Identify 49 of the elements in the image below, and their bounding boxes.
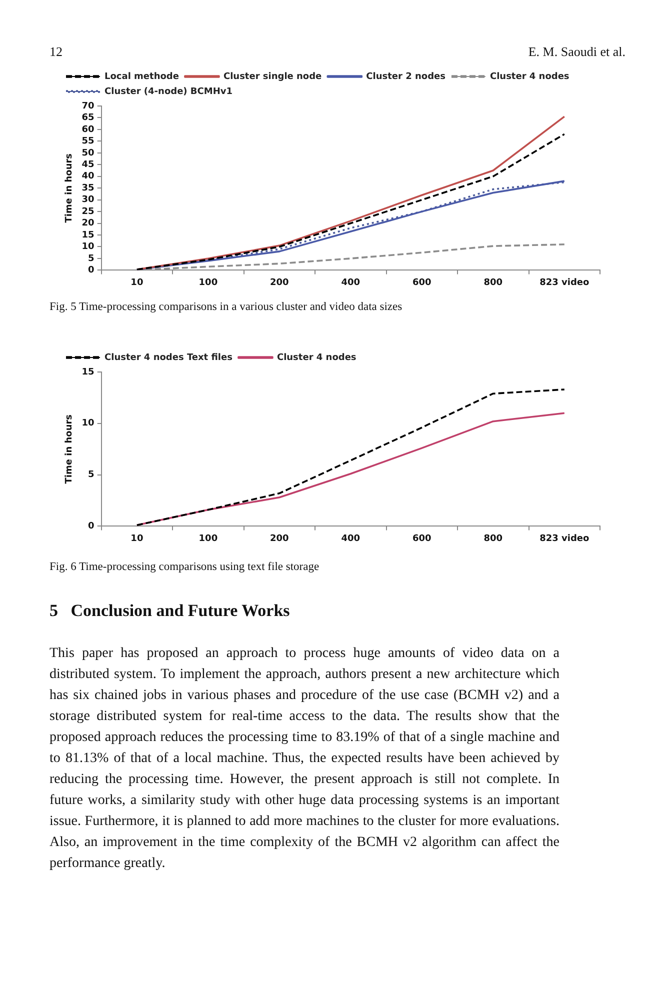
legend-label: Local methode [104, 72, 178, 82]
text: 5 Conclusion and Future Works [50, 601, 291, 621]
y-tick-label: 10 [81, 418, 94, 429]
y-tick-label: 0 [88, 266, 94, 276]
x-tick-label: 400 [340, 278, 360, 288]
legend-label: Cluster 4 nodes Text files [104, 352, 232, 363]
y-tick-label: 55 [81, 136, 94, 147]
y-tick-label: 50 [81, 148, 94, 158]
y-tick-label: 70 [81, 101, 94, 112]
legend-label: Cluster 2 nodes [366, 72, 445, 82]
text: 12 [50, 44, 62, 60]
y-tick-label: 35 [81, 183, 94, 194]
x-tick-label: 800 [483, 534, 502, 544]
y-tick-label: 30 [81, 195, 94, 206]
x-tick-label: 600 [412, 278, 431, 288]
legend-label: Cluster single node [222, 72, 322, 82]
x-tick-label: 600 [412, 534, 431, 544]
x-tick-label: 400 [340, 534, 360, 544]
y-axis-title: Time in hours [64, 414, 74, 484]
text: E. M. Saoudi et al. [528, 44, 626, 60]
x-tick-label: 10 [130, 278, 143, 288]
x-tick-label: 200 [270, 534, 288, 544]
y-tick-label: 20 [81, 218, 94, 229]
x-tick-label: 100 [198, 278, 218, 288]
caption: Fig. 5 Time-processing comparisons in a various cluster and video data sizes [50, 301, 404, 313]
x-tick-label: 10 [130, 534, 143, 544]
y-tick-label: 5 [88, 254, 94, 264]
y-tick-label: 45 [81, 160, 94, 170]
y-tick-label: 15 [81, 367, 94, 378]
legend-label: Cluster 4 nodes [276, 352, 356, 363]
y-tick-label: 0 [88, 522, 94, 532]
x-tick-label: 823 video [539, 534, 589, 544]
legend-label: Cluster 4 nodes [489, 72, 569, 82]
y-axis-title: Time in hours [64, 153, 74, 223]
y-tick-label: 65 [81, 113, 94, 124]
text: This paper has proposed an approach to process huge amounts of video data on a distributed system. To implement the approach, authors present a new architecture which has six chained jobs in various phases and procedure of the use case (BCMH v2) and a storage distributed system for real-time access to the data. The results show that the proposed approach reduces the processing time to 83.19% of that of a single machine and to 81.13% of that of a local machine. Thus, the expected results have been achieved by reducing the processing time. However, the present approach is still not complete. In future works, a similarity study with other huge data processing systems is an important issue. Furthermore, it is planned to add more machines to the cluster for more evaluations. Also, an improvement in the time complexity of the BCMH v2 algorithm can affect the performance greatly. [50, 646, 560, 871]
y-tick-label: 25 [81, 206, 94, 217]
x-tick-label: 200 [270, 278, 288, 288]
y-tick-label: 60 [81, 124, 94, 135]
x-tick-label: 100 [198, 534, 218, 544]
x-tick-label: 823 video [539, 278, 589, 288]
y-tick-label: 15 [81, 230, 94, 240]
legend-label: Cluster (4-node) BCMHv1 [104, 86, 232, 97]
y-tick-label: 5 [88, 470, 94, 480]
line-series [136, 388, 565, 526]
y-tick-label: 40 [81, 172, 94, 182]
caption: Fig. 6 Time-processing comparisons using text file storage [50, 561, 320, 573]
y-tick-label: 10 [81, 242, 94, 252]
x-tick-label: 800 [483, 278, 502, 288]
